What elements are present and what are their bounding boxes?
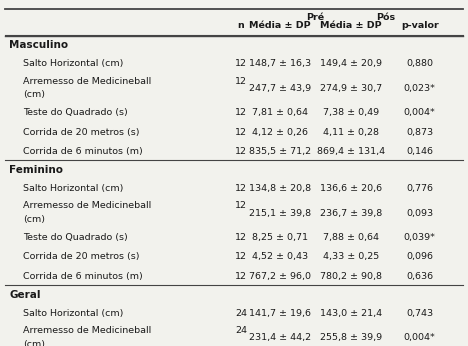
Text: 0,004*: 0,004* [404, 333, 436, 342]
Text: 0,776: 0,776 [406, 184, 433, 193]
Text: Corrida de 6 minutos (m): Corrida de 6 minutos (m) [23, 147, 143, 156]
Text: Arremesso de Medicineball: Arremesso de Medicineball [23, 201, 151, 210]
Text: 8,25 ± 0,71: 8,25 ± 0,71 [252, 233, 308, 242]
Text: n: n [237, 21, 244, 30]
Text: (cm): (cm) [23, 215, 45, 224]
Text: 0,004*: 0,004* [404, 108, 436, 117]
Text: Feminino: Feminino [9, 165, 63, 175]
Text: 0,743: 0,743 [406, 309, 433, 318]
Text: (cm): (cm) [23, 340, 45, 346]
Text: 4,33 ± 0,25: 4,33 ± 0,25 [323, 253, 379, 262]
Text: 12: 12 [235, 76, 247, 85]
Text: 12: 12 [235, 128, 247, 137]
Text: Corrida de 20 metros (s): Corrida de 20 metros (s) [23, 253, 139, 262]
Text: 274,9 ± 30,7: 274,9 ± 30,7 [320, 84, 382, 93]
Text: 24: 24 [235, 309, 247, 318]
Text: 4,11 ± 0,28: 4,11 ± 0,28 [323, 128, 379, 137]
Text: (cm): (cm) [23, 90, 45, 99]
Text: Masculino: Masculino [9, 40, 68, 50]
Text: 0,093: 0,093 [406, 209, 433, 218]
Text: Corrida de 6 minutos (m): Corrida de 6 minutos (m) [23, 272, 143, 281]
Text: Arremesso de Medicineball: Arremesso de Medicineball [23, 76, 151, 85]
Text: 236,7 ± 39,8: 236,7 ± 39,8 [320, 209, 382, 218]
Text: 0,039*: 0,039* [404, 233, 436, 242]
Text: 149,4 ± 20,9: 149,4 ± 20,9 [320, 59, 382, 68]
Text: 143,0 ± 21,4: 143,0 ± 21,4 [320, 309, 382, 318]
Text: 780,2 ± 90,8: 780,2 ± 90,8 [320, 272, 382, 281]
Text: p-valor: p-valor [401, 21, 439, 30]
Text: 0,873: 0,873 [406, 128, 433, 137]
Text: 247,7 ± 43,9: 247,7 ± 43,9 [249, 84, 311, 93]
Text: 0,096: 0,096 [406, 253, 433, 262]
Text: Média ± DP: Média ± DP [320, 21, 382, 30]
Text: 767,2 ± 96,0: 767,2 ± 96,0 [249, 272, 311, 281]
Text: Corrida de 20 metros (s): Corrida de 20 metros (s) [23, 128, 139, 137]
Text: 12: 12 [235, 272, 247, 281]
Text: 835,5 ± 71,2: 835,5 ± 71,2 [249, 147, 311, 156]
Text: 869,4 ± 131,4: 869,4 ± 131,4 [317, 147, 385, 156]
Text: Salto Horizontal (cm): Salto Horizontal (cm) [23, 184, 124, 193]
Text: 0,023*: 0,023* [404, 84, 436, 93]
Text: Pré: Pré [307, 12, 324, 21]
Text: 141,7 ± 19,6: 141,7 ± 19,6 [249, 309, 311, 318]
Text: Arremesso de Medicineball: Arremesso de Medicineball [23, 326, 151, 335]
Text: 12: 12 [235, 59, 247, 68]
Text: 24: 24 [235, 326, 247, 335]
Text: 12: 12 [235, 108, 247, 117]
Text: 136,6 ± 20,6: 136,6 ± 20,6 [320, 184, 382, 193]
Text: Média ± DP: Média ± DP [249, 21, 311, 30]
Text: 215,1 ± 39,8: 215,1 ± 39,8 [249, 209, 311, 218]
Text: 12: 12 [235, 253, 247, 262]
Text: 0,880: 0,880 [406, 59, 433, 68]
Text: 12: 12 [235, 201, 247, 210]
Text: 255,8 ± 39,9: 255,8 ± 39,9 [320, 333, 382, 342]
Text: 7,88 ± 0,64: 7,88 ± 0,64 [323, 233, 379, 242]
Text: 12: 12 [235, 233, 247, 242]
Text: Geral: Geral [9, 290, 41, 300]
Text: 12: 12 [235, 184, 247, 193]
Text: 148,7 ± 16,3: 148,7 ± 16,3 [249, 59, 311, 68]
Text: 4,12 ± 0,26: 4,12 ± 0,26 [252, 128, 308, 137]
Text: Salto Horizontal (cm): Salto Horizontal (cm) [23, 59, 124, 68]
Text: Teste do Quadrado (s): Teste do Quadrado (s) [23, 108, 128, 117]
Text: 0,146: 0,146 [406, 147, 433, 156]
Text: Salto Horizontal (cm): Salto Horizontal (cm) [23, 309, 124, 318]
Text: Pós: Pós [376, 12, 395, 21]
Text: 134,8 ± 20,8: 134,8 ± 20,8 [249, 184, 311, 193]
Text: 7,81 ± 0,64: 7,81 ± 0,64 [252, 108, 308, 117]
Text: 7,38 ± 0,49: 7,38 ± 0,49 [323, 108, 379, 117]
Text: 231,4 ± 44,2: 231,4 ± 44,2 [249, 333, 311, 342]
Text: 4,52 ± 0,43: 4,52 ± 0,43 [252, 253, 308, 262]
Text: Teste do Quadrado (s): Teste do Quadrado (s) [23, 233, 128, 242]
Text: 0,636: 0,636 [406, 272, 433, 281]
Text: 12: 12 [235, 147, 247, 156]
